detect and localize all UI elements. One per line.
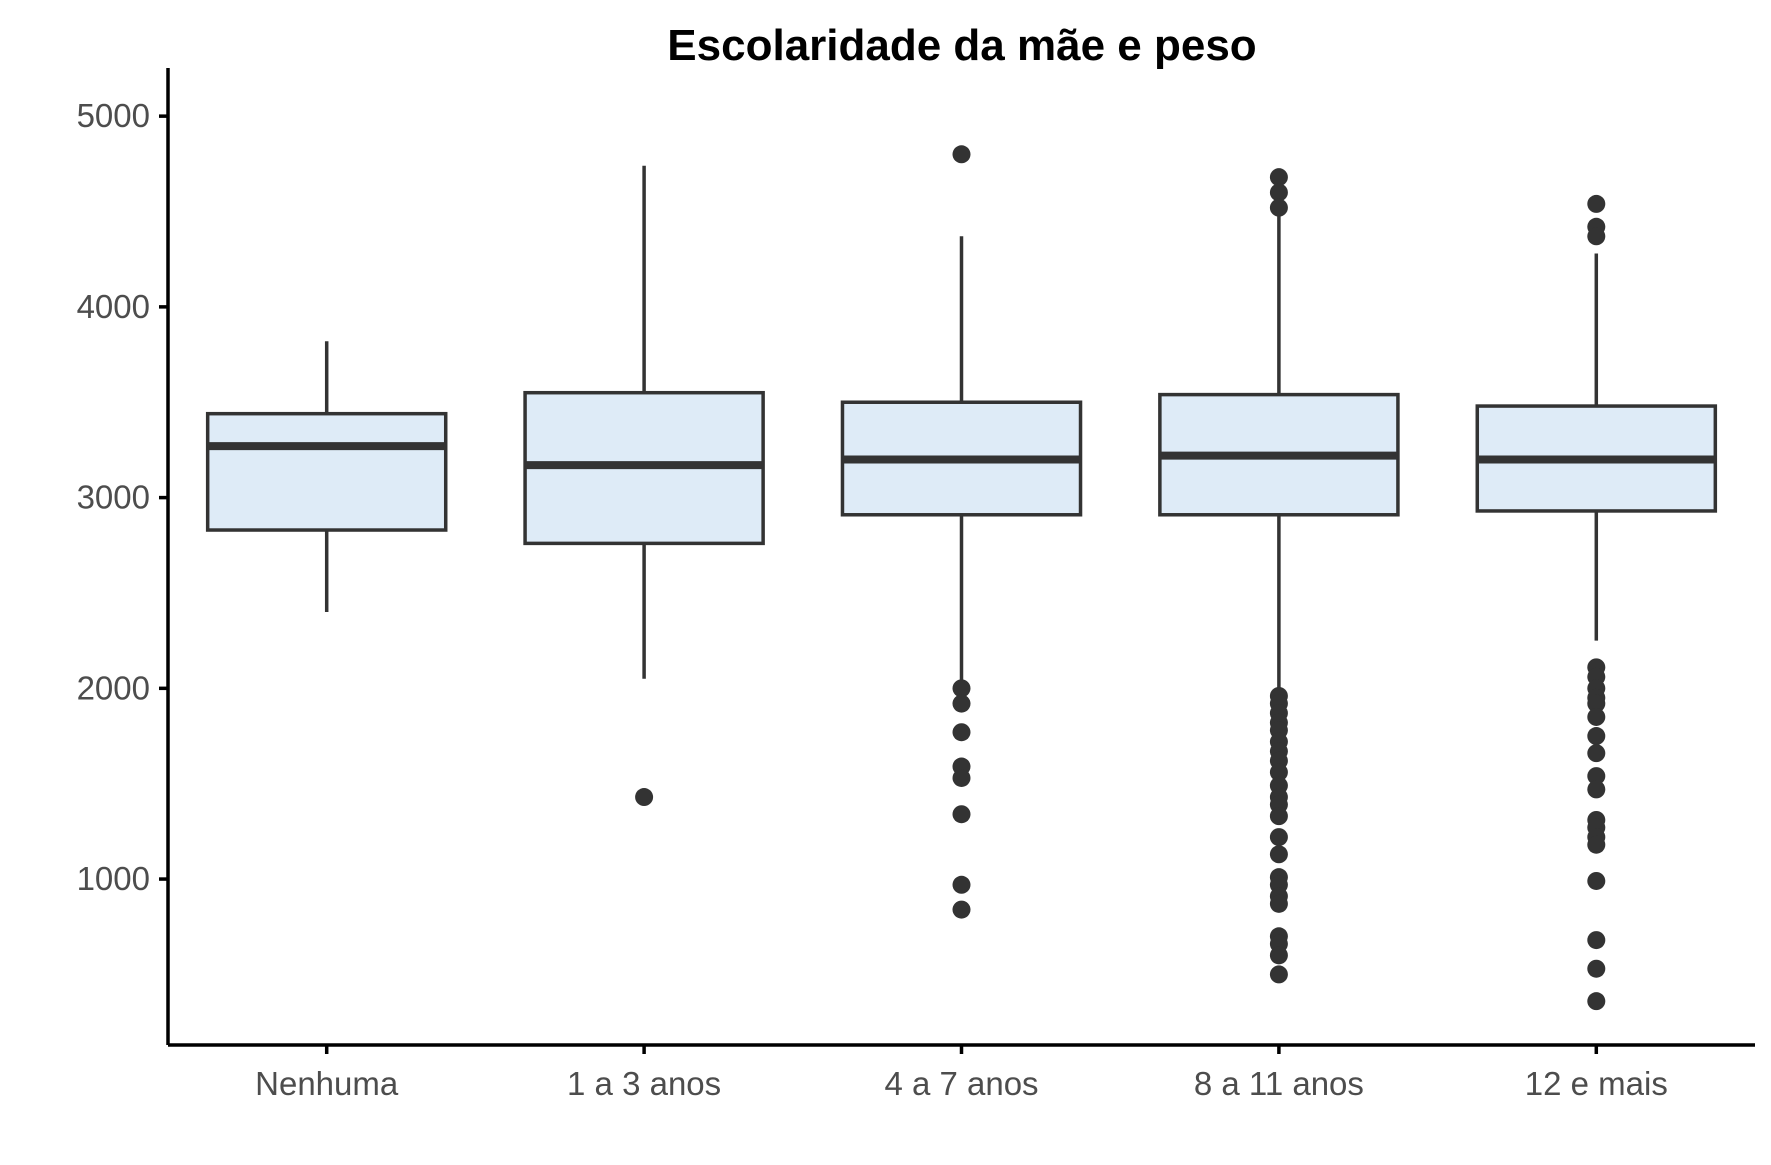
- outlier-point: [1587, 992, 1606, 1011]
- outlier-point: [1587, 727, 1606, 746]
- x-tick-label: Nenhuma: [255, 1065, 399, 1102]
- outlier-point: [1587, 871, 1606, 890]
- outlier-point: [952, 875, 971, 894]
- outlier-point: [1587, 707, 1606, 726]
- outlier-point: [1587, 780, 1606, 799]
- box-group: [1475, 194, 1718, 1011]
- outlier-point: [1269, 168, 1288, 187]
- iqr-box: [205, 411, 448, 532]
- outlier-point: [1269, 828, 1288, 847]
- outlier-point: [635, 788, 654, 807]
- x-axis: Nenhuma 1 a 3 anos 4 a 7 anos 8 a 11 anos 12…: [168, 1043, 1755, 1102]
- y-tick-label: 4000: [77, 288, 150, 325]
- outlier-point: [952, 723, 971, 742]
- outlier-point: [1587, 931, 1606, 950]
- outlier-point: [1587, 694, 1606, 713]
- outlier-point: [952, 145, 971, 164]
- outlier-point: [1269, 183, 1288, 202]
- box-group: [1158, 168, 1400, 984]
- outlier-point: [1587, 744, 1606, 763]
- outlier-point: [1269, 894, 1288, 913]
- y-tick-label: 1000: [77, 860, 150, 897]
- x-tick-label: 12 e mais: [1525, 1065, 1668, 1102]
- y-tick-label: 2000: [77, 669, 150, 706]
- outlier-point: [1587, 959, 1606, 978]
- box-group: [840, 145, 1083, 919]
- y-axis: 1000 2000 3000 4000 5000: [77, 68, 170, 1045]
- outlier-point: [1269, 763, 1288, 782]
- outlier-point: [1269, 946, 1288, 965]
- outlier-point: [1269, 807, 1288, 826]
- outlier-point: [1269, 965, 1288, 984]
- x-tick-label: 8 a 11 anos: [1194, 1065, 1364, 1102]
- box-group: [205, 341, 448, 613]
- outlier-point: [1269, 198, 1288, 217]
- y-tick-label: 5000: [77, 97, 150, 134]
- outlier-point: [1587, 194, 1606, 213]
- box-group: [523, 165, 765, 807]
- outlier-point: [1587, 767, 1606, 786]
- outlier-point: [952, 900, 971, 919]
- x-tick-label: 4 a 7 anos: [884, 1065, 1038, 1102]
- outlier-point: [952, 694, 971, 713]
- outlier-point: [952, 768, 971, 787]
- outlier-point: [952, 679, 971, 698]
- chart-title: Escolaridade da mãe e peso: [667, 21, 1256, 70]
- outlier-point: [952, 805, 971, 824]
- plot-area: [205, 145, 1718, 1011]
- x-tick-label: 1 a 3 anos: [567, 1065, 721, 1102]
- y-tick-label: 3000: [77, 479, 150, 516]
- outlier-point: [1269, 845, 1288, 864]
- outlier-point: [1587, 835, 1606, 854]
- outlier-point: [1587, 227, 1606, 246]
